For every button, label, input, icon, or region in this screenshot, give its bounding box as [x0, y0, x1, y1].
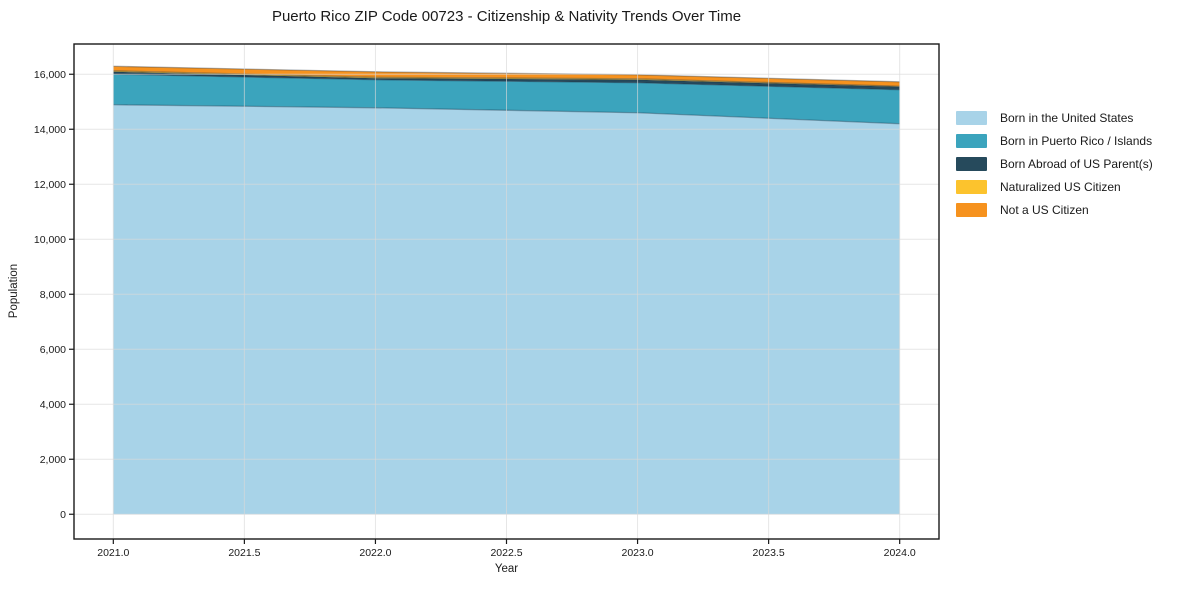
legend-swatch-not-citizen [956, 202, 987, 217]
legend-label: Born in the United States [1000, 110, 1134, 125]
x-axis-label: Year [494, 563, 519, 575]
legend-label: Naturalized US Citizen [1000, 179, 1121, 194]
legend-label: Born Abroad of US Parent(s) [1000, 156, 1153, 171]
legend-swatch-born-abroad [956, 156, 987, 171]
y-tick-label: 8,000 [40, 289, 66, 301]
legend-label: Born in Puerto Rico / Islands [1000, 133, 1153, 148]
legend-item-born-us: Born in the United States [956, 106, 1153, 129]
x-tick-label: 2022.0 [359, 547, 391, 559]
x-tick-label: 2024.0 [884, 547, 916, 559]
legend-item-not-citizen: Not a US Citizen [956, 198, 1153, 221]
x-tick-label: 2023.5 [753, 547, 785, 559]
y-axis-label: Population [8, 263, 20, 319]
legend-item-born-abroad: Born Abroad of US Parent(s) [956, 152, 1153, 175]
y-tick-label: 4,000 [40, 399, 66, 411]
y-tick-label: 16,000 [34, 69, 66, 81]
x-tick-label: 2023.0 [621, 547, 653, 559]
x-tick-label: 2021.5 [228, 547, 260, 559]
legend-swatch-born-pr [956, 133, 987, 148]
legend-swatch-born-us [956, 110, 987, 125]
y-tick-label: 2,000 [40, 454, 66, 466]
y-tick-label: 10,000 [34, 234, 66, 246]
x-tick-label: 2021.0 [97, 547, 129, 559]
legend: Born in the United States Born in Puerto… [956, 106, 1153, 221]
y-tick-label: 14,000 [34, 124, 66, 136]
y-tick-label: 6,000 [40, 344, 66, 356]
y-tick-label: 12,000 [34, 179, 66, 191]
legend-label: Not a US Citizen [1000, 202, 1089, 217]
legend-item-naturalized: Naturalized US Citizen [956, 175, 1153, 198]
legend-item-born-pr: Born in Puerto Rico / Islands [956, 129, 1153, 152]
legend-swatch-naturalized [956, 179, 987, 194]
y-tick-label: 0 [60, 509, 66, 521]
x-tick-label: 2022.5 [490, 547, 522, 559]
chart-title: Puerto Rico ZIP Code 00723 - Citizenship… [271, 8, 742, 25]
